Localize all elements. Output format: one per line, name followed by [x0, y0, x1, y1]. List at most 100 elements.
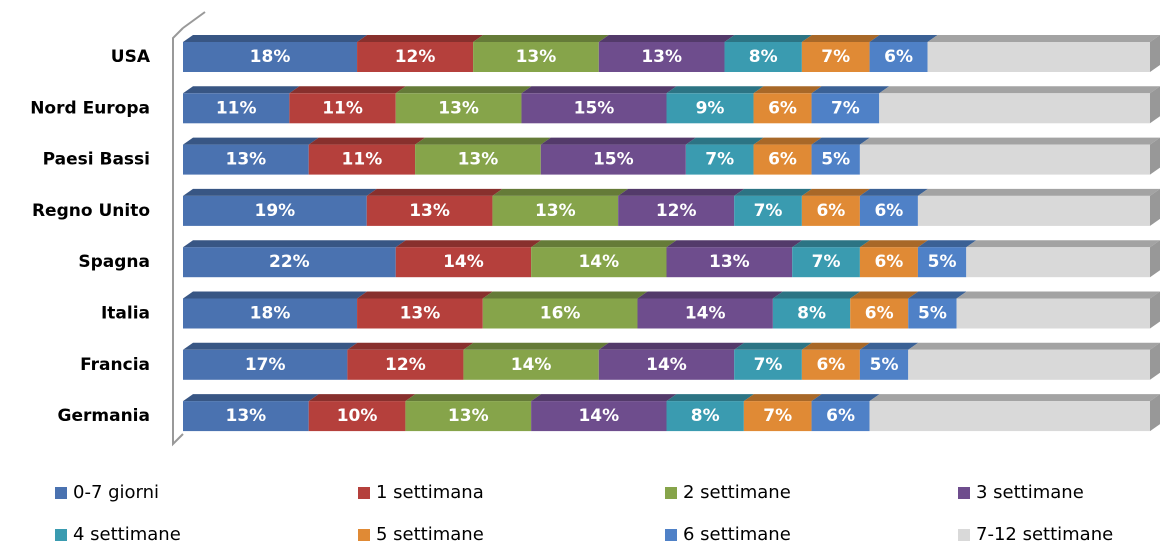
bar-top: [859, 188, 928, 196]
bar-segment: [405, 401, 532, 432]
bar-segment: [473, 42, 599, 72]
bar-top: [366, 188, 503, 196]
bar-segment: [598, 42, 725, 72]
bar-segment: [521, 93, 667, 124]
bar-top: [772, 291, 861, 299]
value-label: 6%: [865, 304, 894, 324]
axis-wall-top: [182, 11, 206, 29]
bar-segment: [183, 93, 290, 124]
bar-segment: [811, 144, 860, 175]
bar-segment: [908, 349, 1150, 380]
bar-segment: [308, 401, 406, 432]
bar-segment: [966, 247, 1150, 278]
value-label: 13%: [226, 150, 267, 170]
legend-swatch: [665, 487, 677, 499]
bar-segment: [395, 247, 532, 278]
value-label: 7%: [812, 252, 841, 272]
bar-segment: [734, 349, 802, 380]
bar-segment: [801, 42, 870, 72]
bar-segment: [183, 195, 367, 226]
value-label: 13%: [641, 47, 682, 67]
axis-wall: [172, 27, 184, 447]
value-label: 11%: [342, 150, 383, 170]
bar-segment: [482, 298, 638, 329]
bar-top: [917, 188, 1160, 196]
value-label: 12%: [395, 47, 436, 67]
bar-segment: [869, 401, 1150, 432]
bar-top: [308, 394, 416, 402]
value-label: 5%: [928, 252, 957, 272]
legend-label: 6 settimane: [683, 524, 791, 545]
bar-top: [183, 291, 368, 299]
bar-top: [734, 342, 812, 350]
bar-top: [801, 35, 880, 42]
bar-segment: [753, 144, 812, 175]
value-label: 7%: [763, 406, 792, 426]
legend-label: 0-7 giorni: [73, 482, 159, 503]
value-label: 14%: [578, 406, 619, 426]
bar-segment: [801, 195, 860, 226]
legend-swatch: [665, 529, 677, 541]
bar-segment: [685, 144, 754, 175]
bar-top: [637, 291, 783, 299]
value-label: 13%: [226, 406, 267, 426]
value-label: 7%: [754, 355, 783, 375]
bar-segment: [308, 144, 416, 175]
value-label: 8%: [691, 406, 720, 426]
bar-segment: [183, 401, 309, 432]
bar-top: [966, 240, 1160, 248]
bar-top: [753, 86, 822, 94]
value-label: 8%: [797, 304, 826, 324]
bar-side: [1150, 291, 1160, 329]
value-label: 6%: [874, 252, 903, 272]
bar-top: [811, 137, 870, 145]
bar-top: [869, 35, 938, 42]
bar-segment: [183, 247, 396, 278]
bar-top: [308, 137, 426, 145]
bar-segment: [637, 298, 773, 329]
value-label: 13%: [400, 304, 441, 324]
value-label: 12%: [656, 201, 697, 221]
bar-segment: [859, 349, 909, 380]
legend-swatch: [55, 487, 67, 499]
bar-top: [811, 394, 880, 402]
bar-top: [473, 35, 609, 42]
bar-segment: [859, 247, 918, 278]
value-label: 6%: [816, 355, 845, 375]
value-label: 6%: [768, 98, 797, 118]
bar-segment: [792, 247, 860, 278]
value-label: 6%: [826, 406, 855, 426]
bar-top: [724, 35, 812, 42]
bar-top: [927, 35, 1160, 42]
value-label: 13%: [709, 252, 750, 272]
bar-segment: [927, 42, 1150, 72]
bar-segment: [463, 349, 599, 380]
legend-label: 4 settimane: [73, 524, 181, 545]
bar-segment: [917, 247, 967, 278]
value-label: 8%: [749, 47, 778, 67]
bar-top: [183, 86, 300, 94]
value-label: 15%: [574, 98, 615, 118]
bar-top: [598, 342, 745, 350]
bar-segment: [908, 298, 957, 329]
bar-segment: [917, 195, 1150, 226]
bar-segment: [183, 42, 358, 72]
value-label: 14%: [685, 304, 726, 324]
bar-top: [879, 86, 1160, 94]
bar-segment: [801, 349, 860, 380]
value-label: 15%: [593, 150, 634, 170]
bar-segment: [743, 401, 812, 432]
legend-swatch: [55, 529, 67, 541]
bar-top: [801, 188, 870, 196]
bar-top: [859, 342, 919, 350]
bar-top: [859, 240, 928, 248]
bar-segment: [879, 93, 1150, 124]
value-label: 10%: [337, 406, 378, 426]
value-label: 12%: [385, 355, 426, 375]
value-label: 13%: [535, 201, 576, 221]
category-label: Paesi Bassi: [43, 150, 150, 170]
bar-top: [531, 240, 677, 248]
legend-label: 3 settimane: [976, 482, 1084, 503]
value-label: 13%: [516, 47, 557, 67]
bar-top: [811, 86, 890, 94]
